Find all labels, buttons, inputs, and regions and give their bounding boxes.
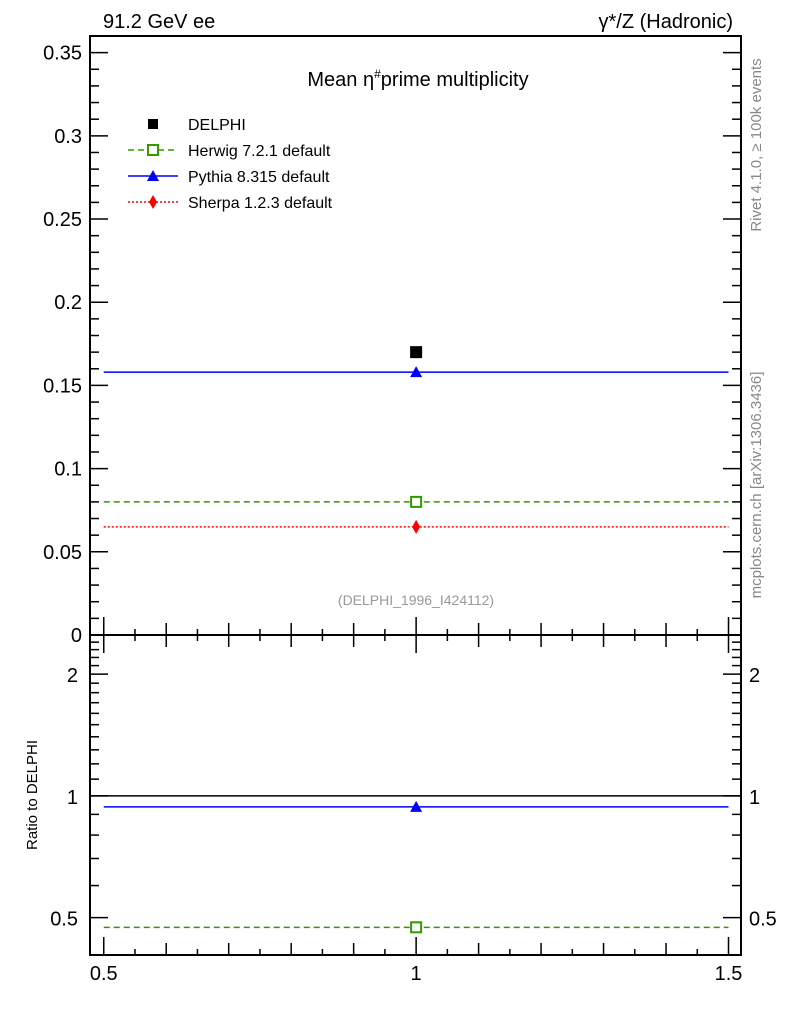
- mcplots-label: mcplots.cern.ch [arXiv:1306.3436]: [748, 372, 765, 599]
- y-tick-label: 0.35: [43, 43, 82, 65]
- y-tick-label: 0.3: [54, 126, 82, 148]
- rivet-label: Rivet 4.1.0, ≥ 100k events: [748, 58, 765, 231]
- legend-marker: [148, 119, 158, 129]
- series-sherpa-marker: [412, 519, 421, 534]
- y-tick-label: 0.2: [54, 292, 82, 314]
- header-right: γ*/Z (Hadronic): [599, 11, 733, 33]
- ratio-y-tick-label-right: 2: [749, 665, 760, 687]
- legend-marker: [147, 170, 159, 181]
- legend-marker: [147, 144, 159, 156]
- legend-marker: [149, 195, 157, 209]
- series-pythia-marker: [410, 366, 423, 378]
- header-left: 91.2 GeV ee: [103, 11, 215, 33]
- ratio-y-tick-label-right: 0.5: [749, 909, 777, 931]
- ratio-y-tick-label: 0.5: [50, 909, 78, 931]
- y-tick-label: 0.15: [43, 375, 82, 397]
- legend-label: DELPHI: [188, 117, 246, 134]
- series-delphi-marker: [410, 346, 423, 359]
- y-tick-label: 0.05: [43, 542, 82, 564]
- y-tick-label: 0.25: [43, 209, 82, 231]
- x-tick-label: 0.5: [90, 963, 118, 985]
- y-tick-label: 0.1: [54, 459, 82, 481]
- y-tick-label: 0: [71, 625, 82, 647]
- x-tick-label: 1.5: [715, 963, 743, 985]
- legend-label: Herwig 7.2.1 default: [188, 143, 331, 160]
- plot-title: Mean η#prime multiplicity: [307, 67, 528, 91]
- ratio-frame: [89, 634, 742, 956]
- legend-label: Sherpa 1.2.3 default: [188, 195, 333, 212]
- ratio-herwig-marker: [410, 921, 423, 934]
- ratio-y-tick-label-right: 1: [749, 787, 760, 809]
- ratio-y-tick-label: 2: [67, 665, 78, 687]
- ratio-y-tick-label: 1: [67, 787, 78, 809]
- x-tick-label: 1: [411, 963, 422, 985]
- legend-label: Pythia 8.315 default: [188, 169, 330, 186]
- ratio-ylabel: Ratio to DELPHI: [24, 740, 41, 850]
- analysis-watermark: (DELPHI_1996_I424112): [338, 592, 494, 608]
- series-herwig-marker: [410, 495, 423, 508]
- ratio-pythia-marker: [410, 800, 423, 812]
